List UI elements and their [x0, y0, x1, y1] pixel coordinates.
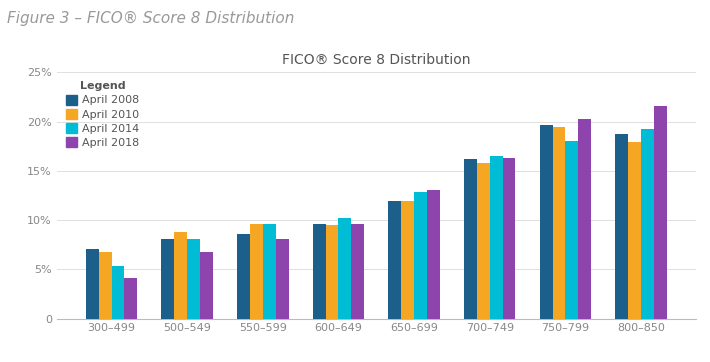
Bar: [490, 156, 503, 319]
Bar: [161, 239, 175, 319]
Bar: [628, 142, 641, 319]
Bar: [616, 134, 628, 319]
Bar: [464, 159, 477, 319]
Bar: [175, 232, 187, 319]
Bar: [578, 119, 591, 319]
Bar: [111, 266, 124, 319]
Bar: [427, 190, 439, 319]
Title: FICO® Score 8 Distribution: FICO® Score 8 Distribution: [282, 53, 471, 67]
Bar: [401, 201, 414, 319]
Bar: [124, 278, 137, 319]
Bar: [200, 252, 213, 319]
Bar: [477, 163, 490, 319]
Bar: [326, 225, 339, 319]
Bar: [654, 106, 667, 319]
Bar: [503, 158, 515, 319]
Bar: [540, 125, 552, 319]
Bar: [388, 201, 401, 319]
Bar: [275, 239, 288, 319]
Bar: [99, 252, 111, 319]
Bar: [565, 141, 578, 319]
Text: Figure 3 – FICO® Score 8 Distribution: Figure 3 – FICO® Score 8 Distribution: [7, 11, 295, 26]
Bar: [187, 239, 200, 319]
Bar: [237, 234, 250, 319]
Bar: [250, 224, 263, 319]
Bar: [86, 249, 99, 319]
Bar: [263, 224, 275, 319]
Bar: [552, 127, 565, 319]
Legend: April 2008, April 2010, April 2014, April 2018: April 2008, April 2010, April 2014, Apri…: [62, 78, 143, 151]
Bar: [351, 224, 364, 319]
Bar: [641, 129, 654, 319]
Bar: [339, 218, 351, 319]
Bar: [414, 191, 427, 319]
Bar: [313, 224, 326, 319]
